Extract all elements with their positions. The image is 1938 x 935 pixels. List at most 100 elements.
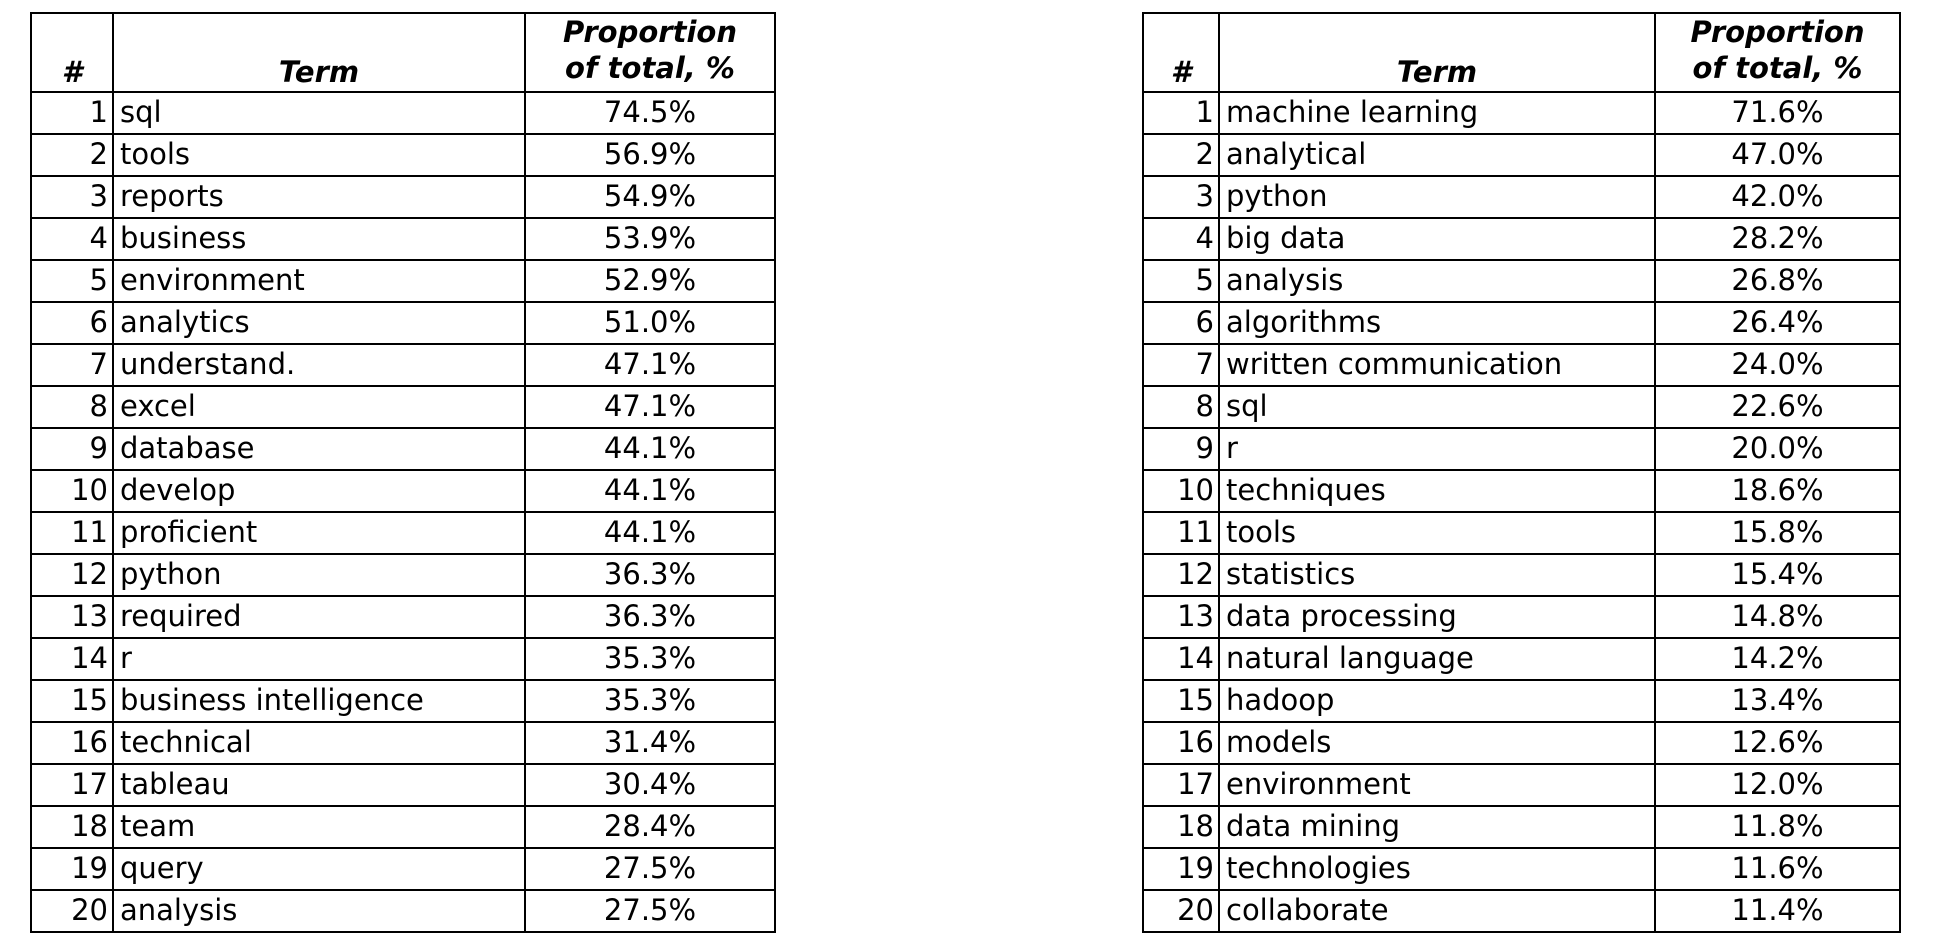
row-number: 12 xyxy=(30,552,114,597)
row-number: 1 xyxy=(1142,90,1220,135)
table-row: 17 tableau 30.4% xyxy=(30,762,776,807)
row-term: proficient xyxy=(112,510,526,555)
row-proportion: 31.4% xyxy=(524,720,776,765)
row-term: tableau xyxy=(112,762,526,807)
row-number: 8 xyxy=(30,384,114,429)
row-proportion: 28.4% xyxy=(524,804,776,849)
row-number: 9 xyxy=(30,426,114,471)
row-number: 11 xyxy=(1142,510,1220,555)
row-proportion: 36.3% xyxy=(524,594,776,639)
row-term: understand. xyxy=(112,342,526,387)
row-proportion: 56.9% xyxy=(524,132,776,177)
row-proportion: 27.5% xyxy=(524,846,776,891)
table-row: 8 sql 22.6% xyxy=(1142,384,1901,429)
row-term: required xyxy=(112,594,526,639)
row-term: analysis xyxy=(112,888,526,933)
row-proportion: 44.1% xyxy=(524,510,776,555)
row-term: written communication xyxy=(1218,342,1656,387)
row-number: 18 xyxy=(1142,804,1220,849)
header-number: # xyxy=(1142,12,1220,93)
table-row: 10 techniques 18.6% xyxy=(1142,468,1901,513)
row-proportion: 51.0% xyxy=(524,300,776,345)
row-term: database xyxy=(112,426,526,471)
table-row: 14 natural language 14.2% xyxy=(1142,636,1901,681)
row-proportion: 44.1% xyxy=(524,426,776,471)
header-term: Term xyxy=(1218,12,1656,93)
row-number: 17 xyxy=(1142,762,1220,807)
row-proportion: 18.6% xyxy=(1654,468,1901,513)
table-row: 2 analytical 47.0% xyxy=(1142,132,1901,177)
row-proportion: 47.1% xyxy=(524,342,776,387)
table-body-right: 1 machine learning 71.6% 2 analytical 47.0% 3 p… xyxy=(1142,90,1901,933)
row-number: 2 xyxy=(30,132,114,177)
row-number: 11 xyxy=(30,510,114,555)
row-term: analytical xyxy=(1218,132,1656,177)
header-term: Term xyxy=(112,12,526,93)
header-proportion: Proportion of total, % xyxy=(524,12,776,93)
table-row: 4 big data 28.2% xyxy=(1142,216,1901,261)
table-row: 7 written communication 24.0% xyxy=(1142,342,1901,387)
table-row: 11 proficient 44.1% xyxy=(30,510,776,555)
row-term: data processing xyxy=(1218,594,1656,639)
row-term: data mining xyxy=(1218,804,1656,849)
row-term: tools xyxy=(1218,510,1656,555)
table-row: 20 collaborate 11.4% xyxy=(1142,888,1901,933)
header-proportion: Proportion of total, % xyxy=(1654,12,1901,93)
table-row: 9 r 20.0% xyxy=(1142,426,1901,471)
row-proportion: 12.6% xyxy=(1654,720,1901,765)
row-term: r xyxy=(1218,426,1656,471)
table-row: 1 sql 74.5% xyxy=(30,90,776,135)
table-row: 1 machine learning 71.6% xyxy=(1142,90,1901,135)
row-proportion: 11.4% xyxy=(1654,888,1901,933)
term-table-right: # Term Proportion of total, % 1 machine le… xyxy=(1142,12,1901,933)
row-term: team xyxy=(112,804,526,849)
row-term: hadoop xyxy=(1218,678,1656,723)
row-term: technical xyxy=(112,720,526,765)
table-row: 6 algorithms 26.4% xyxy=(1142,300,1901,345)
row-term: query xyxy=(112,846,526,891)
header-proportion-line1: Proportion xyxy=(1690,15,1865,49)
table-body-left: 1 sql 74.5% 2 tools 56.9% 3 reports 54.9% 4 busine… xyxy=(30,90,776,933)
row-proportion: 28.2% xyxy=(1654,216,1901,261)
row-term: business intelligence xyxy=(112,678,526,723)
row-term: sql xyxy=(112,90,526,135)
row-number: 12 xyxy=(1142,552,1220,597)
row-term: technologies xyxy=(1218,846,1656,891)
row-number: 19 xyxy=(30,846,114,891)
table-row: 5 analysis 26.8% xyxy=(1142,258,1901,303)
row-proportion: 71.6% xyxy=(1654,90,1901,135)
row-term: sql xyxy=(1218,384,1656,429)
table-row: 2 tools 56.9% xyxy=(30,132,776,177)
table-row: 10 develop 44.1% xyxy=(30,468,776,513)
row-number: 18 xyxy=(30,804,114,849)
row-number: 4 xyxy=(1142,216,1220,261)
row-proportion: 52.9% xyxy=(524,258,776,303)
row-proportion: 42.0% xyxy=(1654,174,1901,219)
row-proportion: 44.1% xyxy=(524,468,776,513)
row-number: 10 xyxy=(30,468,114,513)
row-term: reports xyxy=(112,174,526,219)
term-table-left: # Term Proportion of total, % 1 sql 74.5% 2 t… xyxy=(30,12,776,933)
table-row: 18 data mining 11.8% xyxy=(1142,804,1901,849)
table-row: 18 team 28.4% xyxy=(30,804,776,849)
table-row: 16 models 12.6% xyxy=(1142,720,1901,765)
row-proportion: 11.8% xyxy=(1654,804,1901,849)
header-proportion-line2: of total, % xyxy=(565,51,735,86)
table-row: 20 analysis 27.5% xyxy=(30,888,776,933)
row-proportion: 26.8% xyxy=(1654,258,1901,303)
row-number: 3 xyxy=(30,174,114,219)
row-term: analysis xyxy=(1218,258,1656,303)
row-proportion: 20.0% xyxy=(1654,426,1901,471)
row-proportion: 30.4% xyxy=(524,762,776,807)
row-number: 5 xyxy=(30,258,114,303)
row-number: 19 xyxy=(1142,846,1220,891)
table-row: 19 query 27.5% xyxy=(30,846,776,891)
row-number: 9 xyxy=(1142,426,1220,471)
row-proportion: 13.4% xyxy=(1654,678,1901,723)
header-proportion-line2: of total, % xyxy=(1692,51,1863,86)
row-number: 15 xyxy=(1142,678,1220,723)
table-row: 14 r 35.3% xyxy=(30,636,776,681)
row-term: big data xyxy=(1218,216,1656,261)
table-row: 3 python 42.0% xyxy=(1142,174,1901,219)
header-proportion-line1: Proportion xyxy=(563,15,737,49)
